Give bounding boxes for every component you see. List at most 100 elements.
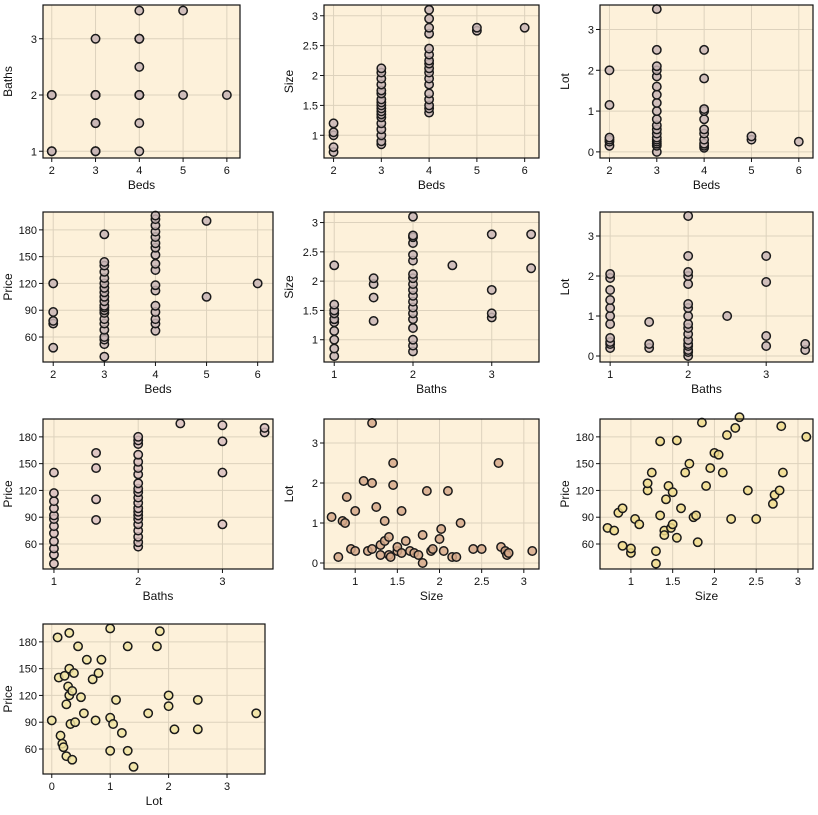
data-point [742, 485, 753, 496]
data-point [396, 506, 407, 516]
y-tick-label: 150 [576, 459, 594, 471]
y-tick-label: 2 [588, 271, 594, 283]
x-tick-label: 3 [763, 369, 769, 381]
data-point [609, 525, 620, 536]
y-tick-label: 2 [312, 71, 318, 83]
data-point [340, 518, 351, 528]
data-point [417, 530, 428, 540]
x-tick-label: 2 [166, 781, 172, 793]
data-point [368, 316, 379, 326]
data-point [605, 285, 616, 295]
data-point [717, 467, 728, 478]
x-axis-label: Beds [693, 178, 720, 192]
data-point [651, 4, 662, 15]
data-point [90, 33, 101, 44]
data-point [476, 544, 487, 554]
data-point [91, 514, 102, 525]
y-tick-label: 120 [576, 485, 594, 497]
data-point [646, 467, 657, 478]
y-axis-label: Size [282, 70, 296, 94]
y-tick-label: 1.5 [303, 100, 318, 112]
data-point [96, 654, 107, 665]
data-point [604, 100, 615, 110]
data-point [408, 334, 418, 345]
x-tick-label: 2 [49, 165, 55, 177]
x-axis-label: Baths [691, 382, 722, 396]
data-point [471, 22, 482, 33]
data-point [699, 114, 710, 125]
y-tick-label: 2 [588, 65, 594, 77]
y-tick-label: 180 [19, 637, 37, 649]
data-point [427, 544, 438, 554]
scatter-panel: 1 2 3 1 1.5 2 2.5 3 Baths Size [282, 211, 540, 396]
data-point [605, 295, 616, 305]
x-tick-label: 6 [522, 165, 528, 177]
data-point [48, 315, 59, 326]
x-tick-label: 3 [521, 576, 527, 588]
data-point [408, 249, 418, 260]
x-tick-label: 3 [219, 576, 225, 588]
data-point [163, 690, 174, 701]
data-point [683, 311, 694, 321]
x-axis-label: Beds [418, 178, 445, 192]
data-point [767, 498, 778, 509]
data-point [328, 118, 339, 129]
data-point [651, 114, 662, 125]
data-point [116, 727, 127, 738]
x-tick-label: 6 [255, 369, 261, 381]
scatter-panel: 2 3 4 5 6 0 1 2 3 Beds Lot [558, 4, 814, 192]
data-point [150, 210, 161, 221]
data-point [761, 331, 772, 341]
y-tick-label: 1 [588, 106, 594, 118]
plot-background [43, 419, 273, 569]
y-tick-label: 1 [312, 518, 318, 530]
data-point [486, 308, 497, 319]
data-point [746, 131, 757, 142]
data-point [691, 510, 702, 521]
data-point [526, 229, 537, 240]
data-point [486, 284, 497, 295]
data-point [651, 44, 662, 55]
data-point [683, 299, 694, 309]
data-point [486, 229, 497, 240]
data-point [328, 142, 339, 153]
data-point [605, 319, 616, 329]
x-tick-label: 1 [331, 369, 337, 381]
data-point [667, 487, 678, 498]
data-point [91, 463, 102, 474]
data-point [421, 486, 432, 496]
data-point [350, 546, 361, 556]
y-tick-label: 60 [25, 744, 37, 756]
data-point [617, 540, 628, 551]
data-point [701, 481, 712, 491]
x-axis-label: Beds [128, 178, 155, 192]
data-point [774, 485, 785, 496]
data-point [385, 552, 396, 562]
data-point [722, 311, 733, 321]
y-axis-label: Size [282, 275, 296, 299]
plot-frame [599, 4, 814, 159]
data-point [150, 280, 161, 291]
x-tick-label: 3 [92, 165, 98, 177]
data-point [73, 641, 84, 652]
data-point [371, 502, 382, 512]
data-point [400, 536, 411, 546]
y-tick-label: 3 [312, 218, 318, 230]
data-point [108, 719, 119, 729]
data-point [49, 536, 59, 547]
data-point [91, 494, 102, 505]
data-point [527, 546, 538, 556]
data-point [417, 558, 428, 568]
data-point [651, 106, 662, 117]
data-point [655, 510, 666, 521]
y-axis-label: Price [1, 685, 15, 713]
data-point [503, 548, 514, 558]
x-tick-label: 2 [436, 576, 442, 588]
plot-frame [599, 418, 814, 570]
data-point [368, 292, 379, 303]
data-point [333, 552, 344, 562]
x-axis-label: Size [695, 589, 719, 603]
y-tick-label: 3 [312, 438, 318, 450]
data-point [447, 260, 458, 271]
data-point [67, 754, 78, 765]
